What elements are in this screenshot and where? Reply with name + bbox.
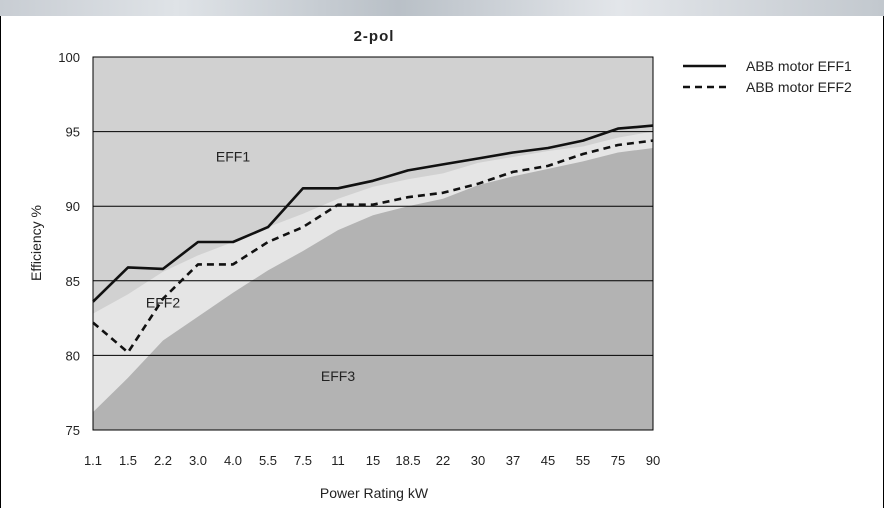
x-tick-label: 22 [436,453,450,468]
x-tick-label: 45 [541,453,555,468]
x-tick-labels: 1.1 1.5 2.2 3.0 4.0 5.5 7.5 11 15 18.5 22 30 37 45 55 7… [84,453,660,468]
x-tick-label: 4.0 [224,453,242,468]
x-tick-label: 5.5 [259,453,277,468]
y-axis-title: Efficiency % [28,205,44,281]
series-eff1-line [92,124,654,303]
region-label-eff1: EFF1 [216,148,250,164]
x-tick-label: 2.2 [154,453,172,468]
x-tick-label: 90 [646,453,660,468]
x-tick-label: 1.5 [119,453,137,468]
y-tick-label: 75 [66,423,80,438]
x-tick-label: 15 [366,453,380,468]
x-tick-label: 37 [506,453,520,468]
grid-lines [92,56,654,431]
x-tick-label: 11 [331,453,345,468]
legend-label: ABB motor EFF2 [746,79,852,95]
series-eff2-line [92,139,654,354]
x-tick-label: 75 [611,453,625,468]
series-lines [92,124,654,354]
y-tick-label: 100 [58,50,80,65]
x-axis-title: Power Rating kW [320,485,429,501]
x-tick-label: 55 [576,453,590,468]
chart-title: 2-pol [354,28,395,45]
y-tick-labels: 75 80 85 90 95 100 [58,50,80,438]
x-tick-label: 18.5 [395,453,420,468]
region-label-eff2: EFF2 [146,295,180,311]
y-tick-label: 90 [66,199,80,214]
header-image-strip [0,0,884,16]
x-tick-label: 3.0 [189,453,207,468]
legend: ABB motor EFF1 ABB motor EFF2 [683,58,852,95]
y-tick-label: 80 [66,348,80,363]
x-tick-label: 30 [471,453,485,468]
y-tick-label: 95 [66,125,80,140]
y-tick-label: 85 [66,274,80,289]
region-fills [93,57,653,430]
x-tick-label: 7.5 [294,453,312,468]
region-label-eff3: EFF3 [321,368,355,384]
plot-area-border [92,56,654,431]
legend-label: ABB motor EFF1 [746,58,852,74]
x-tick-label: 1.1 [84,453,102,468]
region-eff3-fill [93,148,653,430]
region-labels: EFF1 EFF2 EFF3 [146,148,355,383]
